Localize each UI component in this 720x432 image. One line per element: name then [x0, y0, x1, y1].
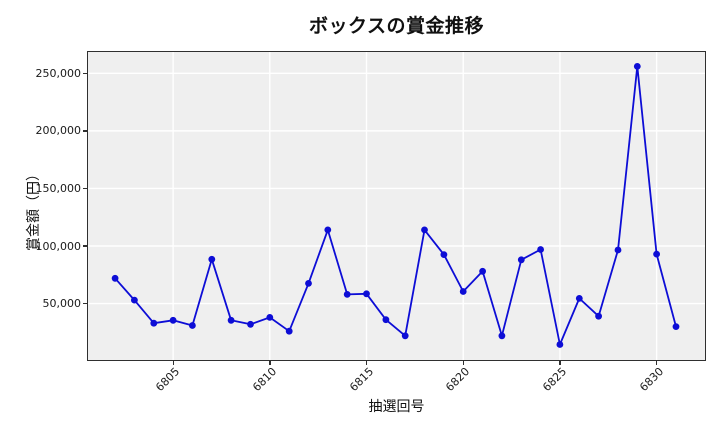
data-point	[575, 295, 583, 302]
x-tick-label-text: 6815	[346, 365, 376, 394]
data-point	[614, 246, 622, 254]
data-point	[208, 255, 216, 263]
data-point	[189, 322, 196, 329]
x-tick-mark	[559, 361, 561, 365]
x-tick-mark	[269, 361, 271, 365]
data-point	[633, 63, 641, 70]
data-point	[479, 267, 486, 275]
x-axis-label: 抽選回号	[368, 399, 425, 415]
y-tick-mark	[83, 245, 87, 247]
y-tick-mark	[83, 302, 87, 305]
chart-title: ボックスの賞金推移	[309, 15, 484, 37]
data-point	[595, 312, 602, 320]
data-point	[150, 319, 158, 327]
y-tick-mark	[83, 72, 87, 74]
data-point	[363, 290, 370, 298]
data-point	[537, 246, 544, 253]
x-tick-label-text: 6810	[249, 365, 279, 394]
x-tick-label-text: 6825	[540, 365, 570, 394]
data-point	[305, 280, 312, 287]
prize-line	[114, 65, 677, 346]
data-point	[324, 226, 332, 234]
data-point	[111, 274, 119, 282]
y-tick-mark	[83, 130, 87, 132]
x-tick-mark	[365, 361, 368, 365]
data-point	[266, 314, 274, 321]
y-tick-mark	[83, 187, 87, 190]
data-point	[556, 341, 564, 348]
data-point	[227, 316, 235, 324]
x-tick-mark	[172, 361, 174, 365]
data-point	[401, 332, 409, 340]
x-tick-label-text: 6830	[636, 365, 666, 394]
data-point	[440, 251, 448, 258]
x-tick-mark	[656, 361, 658, 365]
data-point	[169, 316, 177, 324]
y-tick-label: 100,000	[35, 239, 82, 253]
data-point	[517, 256, 525, 264]
data-point	[382, 316, 390, 324]
data-point	[498, 332, 506, 340]
data-point	[459, 288, 467, 295]
line-chart-canvas	[88, 52, 705, 360]
data-point	[672, 323, 680, 330]
x-tick-label-text: 6805	[153, 365, 183, 394]
data-point	[247, 320, 254, 328]
y-tick-label: 200,000	[35, 124, 82, 138]
y-tick-label: 250,000	[35, 66, 82, 80]
x-tick-mark	[462, 361, 464, 365]
plot-area	[87, 51, 706, 361]
data-point	[421, 226, 428, 234]
y-tick-label: 50,000	[42, 297, 82, 311]
y-tick-label: 150,000	[35, 181, 82, 195]
data-point	[285, 327, 293, 335]
data-point	[653, 250, 660, 258]
data-point	[131, 296, 138, 304]
data-point	[343, 291, 351, 298]
x-tick-label-text: 6820	[443, 365, 473, 394]
